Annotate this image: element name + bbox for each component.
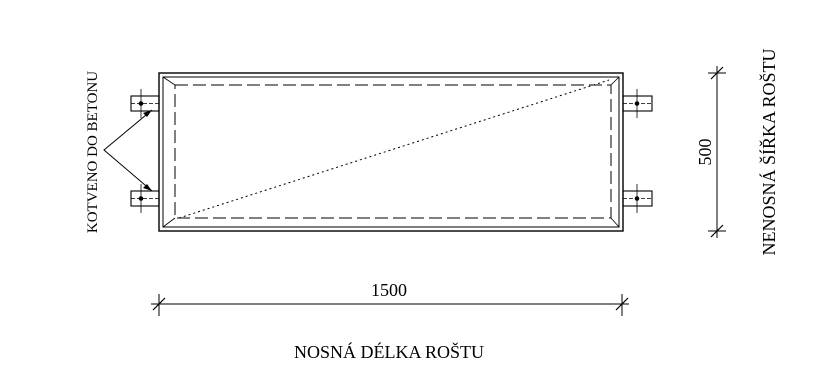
- anchor-plate-left-top: [130, 89, 160, 118]
- width-dimension-line: [708, 66, 726, 238]
- corner-mitre-br: [610, 217, 620, 228]
- frame-inner-line: [162, 76, 620, 228]
- dimension-tick-top: [710, 66, 724, 80]
- dimension-tick-right: [615, 297, 629, 311]
- corner-mitre-tl: [162, 76, 176, 86]
- corner-mitre-tr: [610, 76, 620, 86]
- length-dimension-value: 1500: [371, 280, 407, 300]
- width-caption: NENOSNÁ ŠÍŘKA ROŠTU: [758, 48, 779, 255]
- anchor-note-label: KOTVENO DO BETONU: [85, 71, 101, 233]
- anchor-leader-lines: [103, 109, 153, 192]
- frame-outer-line: [158, 72, 624, 232]
- leader-arrowhead-top: [143, 110, 152, 117]
- anchor-plate-left-bottom: [130, 184, 160, 213]
- anchor-plate-right-top: [622, 89, 653, 118]
- anchor-bolt-icon: [634, 196, 640, 201]
- grating-diagonal-dotted: [178, 79, 610, 219]
- length-dimension-line: [151, 294, 629, 316]
- grating-frame: [158, 72, 624, 232]
- anchor-bolt-icon: [138, 196, 144, 201]
- dimension-tick-left: [152, 297, 166, 311]
- dimension-tick-bottom: [710, 224, 724, 238]
- anchor-bolt-icon: [634, 101, 640, 106]
- grating-dashed-outline: [174, 84, 612, 219]
- length-caption: NOSNÁ DÉLKA ROŠTU: [294, 341, 484, 362]
- anchor-bolt-icon: [138, 101, 144, 106]
- anchor-plate-right-bottom: [622, 184, 653, 213]
- width-dimension-value: 500: [695, 139, 715, 166]
- leader-arrowhead-bottom: [143, 184, 152, 191]
- corner-mitre-bl: [162, 217, 176, 228]
